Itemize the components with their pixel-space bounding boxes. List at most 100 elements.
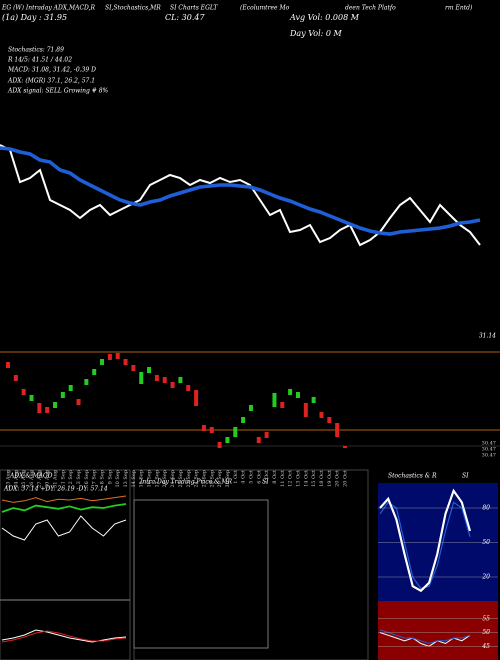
candle xyxy=(100,359,105,365)
candle xyxy=(131,365,136,371)
candle xyxy=(319,412,324,418)
stat: Stochastics: 71.89 xyxy=(8,47,64,54)
x-tick-label: 29 Sep xyxy=(217,470,223,488)
x-tick-label: 7 Sep xyxy=(92,470,98,484)
candle xyxy=(45,407,50,413)
x-tick-label: 23 Sep xyxy=(186,470,192,488)
candle xyxy=(123,359,128,365)
day-vol: Day Vol: 0 M xyxy=(289,29,343,38)
x-tick-label: 15 Sep xyxy=(139,470,145,488)
candle xyxy=(154,375,159,381)
x-tick-label: 19 Oct xyxy=(327,470,333,487)
candle xyxy=(92,369,97,375)
candle xyxy=(147,367,152,373)
panel xyxy=(133,469,369,660)
panel-title: SI xyxy=(262,479,269,486)
x-tick-label: 12 Oct xyxy=(288,470,294,487)
x-tick-label: 6 Oct xyxy=(256,470,262,484)
rsi-bg xyxy=(378,601,498,660)
candle xyxy=(162,377,167,383)
candle xyxy=(311,397,316,403)
candle xyxy=(107,354,112,360)
stat: R 14/5: 41.51 / 44.02 xyxy=(7,57,72,64)
candle xyxy=(178,377,183,383)
stoch-bg xyxy=(378,483,498,601)
candle xyxy=(225,437,230,443)
candle xyxy=(264,432,269,438)
x-tick-label: 6 Sep xyxy=(84,470,90,484)
day: (1a) Day : 31.95 xyxy=(2,13,67,22)
candle xyxy=(209,427,214,433)
header: EG (W) Intraday ADX,MACD,R xyxy=(1,5,96,12)
x-tick-label: 17 Sep xyxy=(154,470,160,488)
price-label: 30.47 xyxy=(482,453,496,459)
candle xyxy=(272,393,277,407)
intraday-box xyxy=(133,499,269,649)
series-line xyxy=(1,630,127,643)
series-line xyxy=(379,488,472,593)
y-tick-label: 55 xyxy=(482,615,490,622)
header: deen Tech Platfo xyxy=(345,5,396,12)
x-tick-label: 27 Aug xyxy=(37,469,43,488)
candle xyxy=(201,425,206,431)
candle xyxy=(53,402,58,408)
x-tick-label: 5 Oct xyxy=(248,470,254,484)
header: rm Entd) xyxy=(445,5,473,12)
x-tick-label: 3 Sep xyxy=(76,470,82,484)
x-tick-label: 20 Sep xyxy=(162,470,168,488)
series-line xyxy=(1,495,127,503)
candle xyxy=(29,395,34,401)
header: (Ecolumtree Mo xyxy=(240,5,290,12)
x-tick-label: 2 Sep xyxy=(68,470,74,484)
y-tick-label: 45 xyxy=(481,643,490,650)
candle xyxy=(21,389,26,395)
candle xyxy=(170,382,175,388)
x-tick-label: 14 Sep xyxy=(131,470,137,488)
series-line xyxy=(1,629,127,643)
x-tick-label: 20 Oct xyxy=(343,470,349,487)
candle xyxy=(233,427,238,437)
candle xyxy=(295,392,300,398)
x-tick-label: 8 Sep xyxy=(100,470,106,484)
x-tick-label: 30 Aug xyxy=(45,469,51,488)
series-line xyxy=(0,146,481,236)
candle xyxy=(303,403,308,417)
x-tick-label: 1 Oct xyxy=(233,470,239,484)
panel-title: ADX & MACD xyxy=(9,473,53,480)
stat: ADX: (MGR) 37.1, 26.2, 57.1 xyxy=(7,78,95,85)
price-label: 30.47 xyxy=(482,447,496,453)
candle xyxy=(327,417,332,423)
x-tick-label: 27 Sep xyxy=(201,470,207,488)
stat: ADX signal: SELL Growing # 8% xyxy=(7,88,109,95)
header: SI,Stochastics,MR xyxy=(105,5,161,12)
candle xyxy=(335,423,340,437)
y-tick-label: 80 xyxy=(482,505,490,512)
x-tick-label: 7 Oct xyxy=(264,470,270,484)
candle xyxy=(248,405,253,411)
panel-title: SI xyxy=(462,473,469,480)
x-tick-label: 28 Sep xyxy=(209,470,215,488)
candle xyxy=(343,446,347,448)
candle xyxy=(194,390,199,406)
panel-subtitle: ADX: 37.14 +DY: 26.19 -DY: 57.14 xyxy=(3,486,108,493)
candle xyxy=(6,362,10,368)
series-line xyxy=(1,515,127,541)
x-tick-label: 10 Sep xyxy=(115,470,121,488)
x-tick-label: 4 Oct xyxy=(241,470,247,484)
x-tick-label: 20 Oct xyxy=(335,470,341,487)
panel-title: Stochastics & R xyxy=(388,473,437,480)
x-tick-label: 30 Sep xyxy=(225,470,231,488)
series-line xyxy=(379,629,471,645)
x-tick-label: 22 Sep xyxy=(178,470,184,488)
x-tick-label: 16 Sep xyxy=(147,470,153,488)
panel-title: Intra Day Trading Price & MR xyxy=(139,479,233,486)
price-label: 30.47 xyxy=(482,441,496,447)
x-tick-label: 31 Aug xyxy=(53,469,59,488)
candle xyxy=(217,442,222,448)
series-line xyxy=(1,503,127,513)
x-tick-label: 13 Sep xyxy=(123,470,129,488)
x-tick-label: 1 Sep xyxy=(60,470,66,484)
candle xyxy=(139,372,144,384)
candle xyxy=(186,385,191,391)
